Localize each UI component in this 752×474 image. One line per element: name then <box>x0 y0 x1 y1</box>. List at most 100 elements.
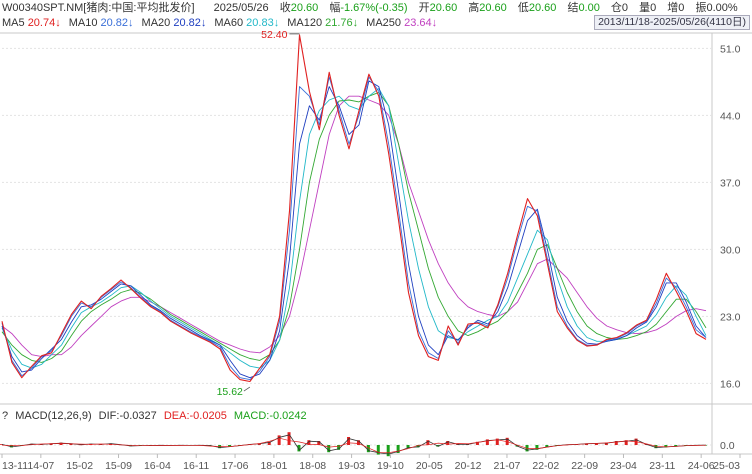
x-tick-label: 23-11 <box>649 460 675 472</box>
x-tick-label: 25-03 <box>713 460 740 472</box>
macd-bar <box>624 440 628 445</box>
inc-label: 增 <box>667 2 679 14</box>
open-label: 开 <box>418 2 430 14</box>
x-tick-label: 14-07 <box>27 460 54 472</box>
macd-bar <box>337 445 341 450</box>
x-tick-label: 19-10 <box>377 460 404 472</box>
macd-bar <box>277 435 281 445</box>
macd-bar <box>654 445 658 449</box>
x-tick-label: 23-04 <box>610 460 637 472</box>
x-tick-label: 15-02 <box>66 460 93 472</box>
x-tick-label: 13-11 <box>2 460 28 472</box>
x-tick-label: 17-06 <box>222 460 249 472</box>
y-tick-label: 51.0 <box>720 43 741 55</box>
settle-label: 结 <box>567 2 579 14</box>
macd-bar <box>674 445 678 447</box>
y-tick-label: 44.0 <box>720 110 741 122</box>
high-label: 高 <box>468 2 480 14</box>
ma-label-ma5: MA5 <box>2 17 28 29</box>
macd-bar <box>594 443 598 445</box>
series-line-ma60 <box>1 88 707 369</box>
macd-zero-label: 0.0 <box>720 440 735 452</box>
y-tick-label: 16.0 <box>720 378 741 390</box>
macd-label: MACD(12,26,9) <box>15 410 92 422</box>
ma-legend: MA5 20.74↓ MA10 20.82↓ MA20 20.82↓ MA60 20.… <box>2 16 437 30</box>
macd-bar <box>356 440 360 445</box>
help-marker[interactable]: ? <box>2 410 9 422</box>
macd-bar <box>535 445 539 450</box>
series-line-ma10 <box>1 76 707 381</box>
macd-bar <box>9 445 13 448</box>
macd-bar <box>585 443 589 445</box>
x-tick-label: 19-03 <box>338 460 365 472</box>
ma-label-ma250: MA250 <box>366 17 405 29</box>
macd-bar <box>416 445 420 448</box>
low-value: 20.60 <box>528 2 557 14</box>
inc-value: 0 <box>678 2 685 14</box>
x-tick-label: 18-01 <box>260 460 287 472</box>
x-tick-label: 15-09 <box>105 460 132 472</box>
x-tick-label: 20-05 <box>416 460 443 472</box>
x-tick-label: 16-11 <box>183 460 209 472</box>
dea-value: -0.0205 <box>189 410 227 422</box>
header-date: 2025/05/26 <box>213 2 269 14</box>
settle-value: 0.00 <box>578 2 600 14</box>
ma-value-ma250: 23.64↓ <box>404 17 438 29</box>
max-value-label: 52.40 <box>261 29 287 41</box>
macd-bar <box>485 439 489 445</box>
close-label: 收 <box>279 2 291 14</box>
macd-bar <box>664 445 668 448</box>
macd-bar <box>446 441 450 445</box>
macd-bar <box>327 445 331 453</box>
macd-bar <box>297 445 301 452</box>
macd-bar <box>614 441 618 445</box>
open-value: 20.60 <box>429 2 458 14</box>
macd-bar <box>604 442 608 445</box>
oi-value: 0 <box>621 2 629 14</box>
ma-label-ma120: MA120 <box>287 17 326 29</box>
ma-value-ma5: 20.74↓ <box>27 17 61 29</box>
ma-value-ma120: 21.76↓ <box>325 17 359 29</box>
macd-bar <box>495 438 499 445</box>
change-label: 幅 <box>329 2 341 14</box>
macd-bar <box>317 441 321 445</box>
x-tick-label: 20-12 <box>455 460 482 472</box>
macd-bar <box>396 445 400 453</box>
amp-value: 0.00% <box>706 2 738 14</box>
ma-value-ma10: 20.82↓ <box>100 17 134 29</box>
macd-bar <box>426 440 430 445</box>
chart-header-line: W00340SPT.NM[猪肉:中国:平均批发价] 2025/05/26 收 20… <box>2 1 738 15</box>
x-tick-label: 22-09 <box>571 460 598 472</box>
dif-value: -0.0327 <box>119 410 157 422</box>
macd-bar <box>545 445 549 448</box>
date-range-button[interactable]: 2013/11/18-2025/05/26(4110日) <box>594 15 750 30</box>
min-value-label: 15.62 <box>217 386 243 398</box>
x-tick-label: 21-07 <box>494 460 521 472</box>
macd-value: -0.0242 <box>269 410 307 422</box>
series-line-ma250 <box>1 95 707 358</box>
ma-label-ma60: MA60 <box>214 17 247 29</box>
vol-label: 量 <box>639 2 651 14</box>
macd-bar <box>257 443 261 445</box>
ma-value-ma20: 20.82↓ <box>173 17 207 29</box>
ma-label-ma20: MA20 <box>141 17 174 29</box>
oi-label: 仓 <box>610 2 622 14</box>
low-label: 低 <box>517 2 529 14</box>
high-value: 20.60 <box>479 2 507 14</box>
macd-value-label: MACD: <box>233 410 270 422</box>
series-line-ma120 <box>1 91 707 363</box>
y-tick-label: 23.0 <box>720 311 741 323</box>
min-marker-line <box>243 386 251 392</box>
amp-label: 振 <box>695 2 707 14</box>
ma-value-ma60: 20.83↓ <box>246 17 280 29</box>
x-tick-label: 18-08 <box>299 460 326 472</box>
series-line-ma5 <box>1 34 707 383</box>
macd-dea-line <box>1 437 707 454</box>
symbol-name: W00340SPT.NM[猪肉:中国:平均批发价] <box>2 2 195 14</box>
ma-label-ma10: MA10 <box>68 17 101 29</box>
x-tick-label: 16-04 <box>144 460 171 472</box>
macd-bar <box>347 437 351 445</box>
macd-bar <box>406 445 410 449</box>
macd-bar <box>69 443 73 445</box>
